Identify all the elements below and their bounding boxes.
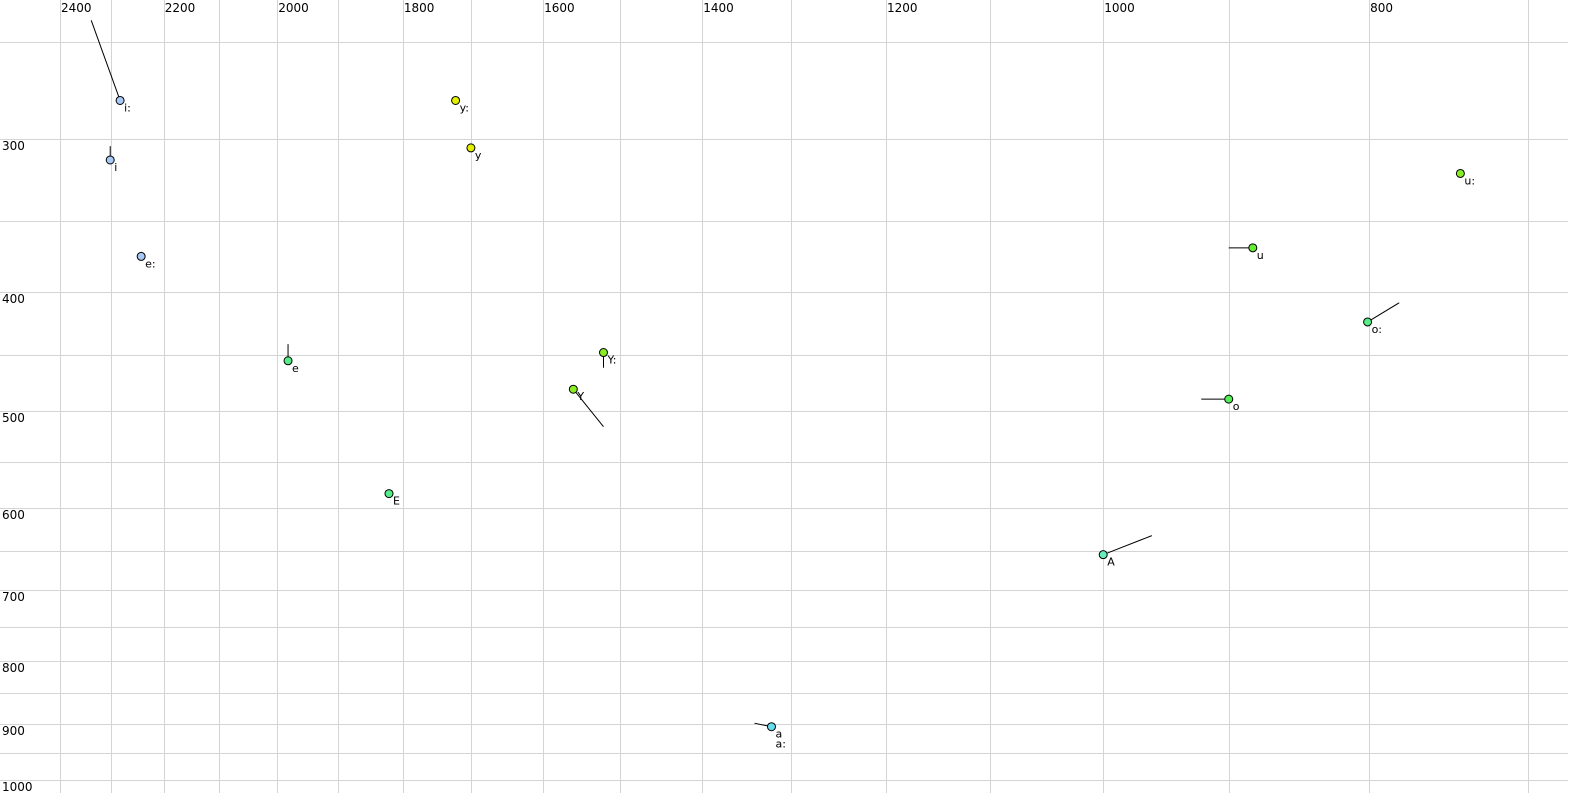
vowel-point: i: [105, 146, 117, 174]
vowel-point: u:: [1455, 168, 1475, 187]
point-label: u:: [1464, 174, 1475, 187]
point-marker: [1224, 394, 1234, 404]
x-tick-label: 800: [1370, 1, 1393, 15]
vowel-point: a: [754, 722, 782, 741]
vowel-point: o:: [1363, 302, 1400, 336]
y-tick-label: 800: [2, 661, 25, 675]
point-label: Y:: [606, 354, 616, 367]
y-tick-label: 900: [2, 724, 25, 738]
point-marker: [136, 251, 146, 261]
point-label: y:: [460, 101, 469, 114]
y-tick-label: 600: [2, 508, 25, 522]
point-marker: [466, 143, 476, 153]
point-label: a:: [775, 738, 785, 751]
point-marker: [384, 489, 394, 499]
point-label: o: [1233, 400, 1240, 413]
vowel-point: a:: [775, 738, 785, 751]
y-tick-label: 500: [2, 411, 25, 425]
point-label: e:: [145, 257, 155, 270]
point-marker: [105, 155, 115, 165]
vowel-point: Y:: [598, 348, 616, 368]
point-label: i: [114, 161, 117, 174]
vowel-point: y:: [451, 95, 469, 114]
data-points: i: i e: e Ey: y Y: Yu: u o: o Aaa:: [90, 20, 1475, 751]
point-marker: [1098, 550, 1108, 560]
vowel-point: e:: [136, 251, 156, 270]
vowel-point: u: [1228, 243, 1264, 262]
x-tick-label: 2000: [278, 1, 309, 15]
vowel-point: i:: [90, 20, 131, 114]
tick-labels: 2400 2200 2000 1800 1600 1400 1200 1000 800 300 40…: [2, 1, 1393, 794]
trajectory-line: [90, 20, 121, 101]
trajectory-line: [1367, 302, 1400, 323]
y-tick-label: 1000: [2, 780, 33, 794]
y-tick-label: 300: [2, 139, 25, 153]
point-marker: [1363, 317, 1373, 327]
y-tick-label: 700: [2, 590, 25, 604]
point-label: o:: [1372, 323, 1382, 336]
point-label: u: [1257, 249, 1264, 262]
y-tick-label: 400: [2, 292, 25, 306]
vowel-point: e: [283, 344, 299, 375]
point-marker: [283, 356, 293, 366]
point-label: Y: [576, 390, 584, 403]
point-label: y: [475, 149, 482, 162]
point-label: e: [292, 362, 299, 375]
point-marker: [1248, 243, 1258, 253]
vowel-point: E: [384, 489, 400, 508]
trajectory-line: [1103, 535, 1153, 556]
point-marker: [766, 722, 776, 732]
vowel-point: o: [1201, 394, 1240, 413]
point-label: A: [1107, 556, 1115, 569]
vowel-point: Y: [568, 384, 604, 428]
x-tick-label: 2200: [165, 1, 196, 15]
x-tick-label: 1800: [404, 1, 435, 15]
point-marker: [451, 95, 461, 105]
x-tick-label: 1000: [1104, 1, 1135, 15]
trajectory-line: [572, 388, 604, 428]
point-marker: [568, 384, 578, 394]
vowel-point: y: [466, 143, 482, 162]
point-marker: [1455, 168, 1465, 178]
x-tick-label: 2400: [61, 1, 92, 15]
point-label: a: [775, 728, 782, 741]
x-tick-label: 1200: [887, 1, 918, 15]
point-label: E: [393, 495, 400, 508]
vowel-point: A: [1098, 535, 1153, 569]
point-marker: [598, 348, 608, 358]
x-tick-label: 1400: [703, 1, 734, 15]
point-label: i:: [124, 101, 131, 114]
point-marker: [115, 95, 125, 105]
x-tick-label: 1600: [544, 1, 575, 15]
